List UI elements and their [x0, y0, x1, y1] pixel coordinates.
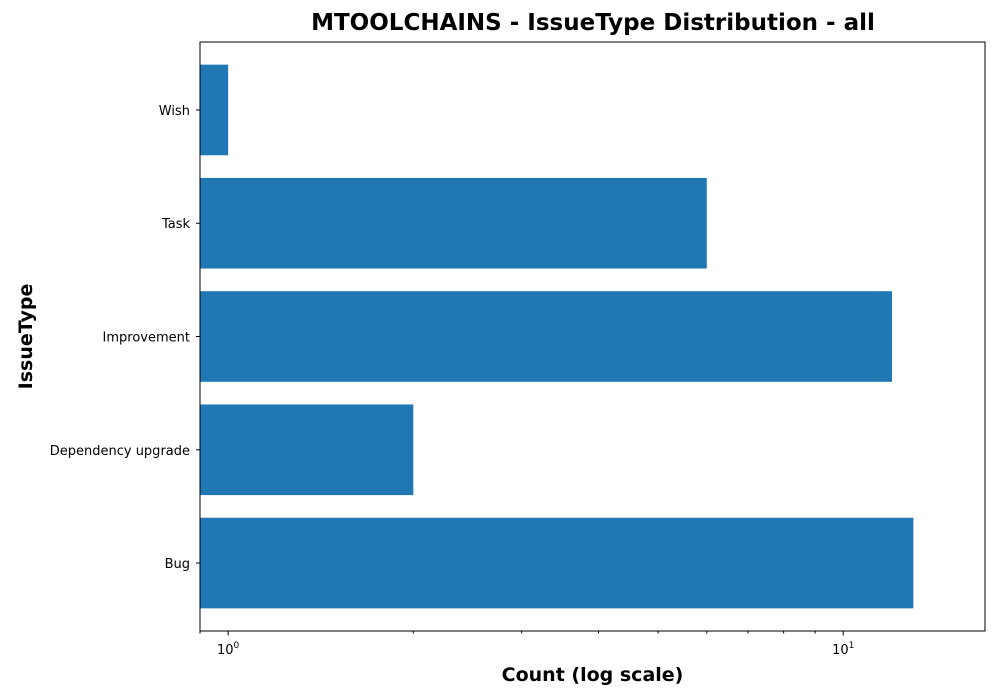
bar-dependency-upgrade: [200, 404, 414, 496]
bars-group: [200, 64, 914, 609]
x-axis-title: Count (log scale): [502, 664, 684, 686]
x-tick-label: 101: [832, 641, 854, 658]
y-tick-label: Task: [161, 217, 191, 232]
y-axis-title: IssueType: [15, 284, 37, 390]
bar-improvement: [200, 291, 892, 382]
y-tick-label: Wish: [159, 104, 190, 119]
x-tick-label: 100: [217, 641, 240, 658]
y-ticks-group: Bug Dependency upgrade Improvement Task Wish: [50, 104, 200, 572]
y-tick-label: Improvement: [103, 331, 190, 346]
y-tick-label: Dependency upgrade: [50, 444, 190, 459]
y-tick-label: Bug: [165, 557, 190, 572]
x-ticks-group: 100 101: [199, 631, 854, 658]
bar-bug: [200, 517, 914, 609]
chart-title: MTOOLCHAINS - IssueType Distribution - a…: [311, 10, 875, 36]
bar-wish: [200, 64, 229, 156]
bar-task: [200, 177, 707, 269]
